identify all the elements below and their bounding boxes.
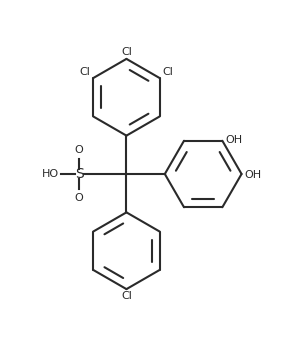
Text: Cl: Cl (121, 291, 132, 301)
Text: S: S (75, 167, 84, 181)
Text: HO: HO (42, 169, 59, 179)
Text: Cl: Cl (121, 47, 132, 57)
Text: OH: OH (225, 135, 242, 145)
Text: Cl: Cl (162, 67, 173, 77)
Text: Cl: Cl (79, 67, 90, 77)
Text: O: O (75, 145, 84, 155)
Text: OH: OH (245, 169, 261, 180)
Text: O: O (75, 193, 84, 203)
